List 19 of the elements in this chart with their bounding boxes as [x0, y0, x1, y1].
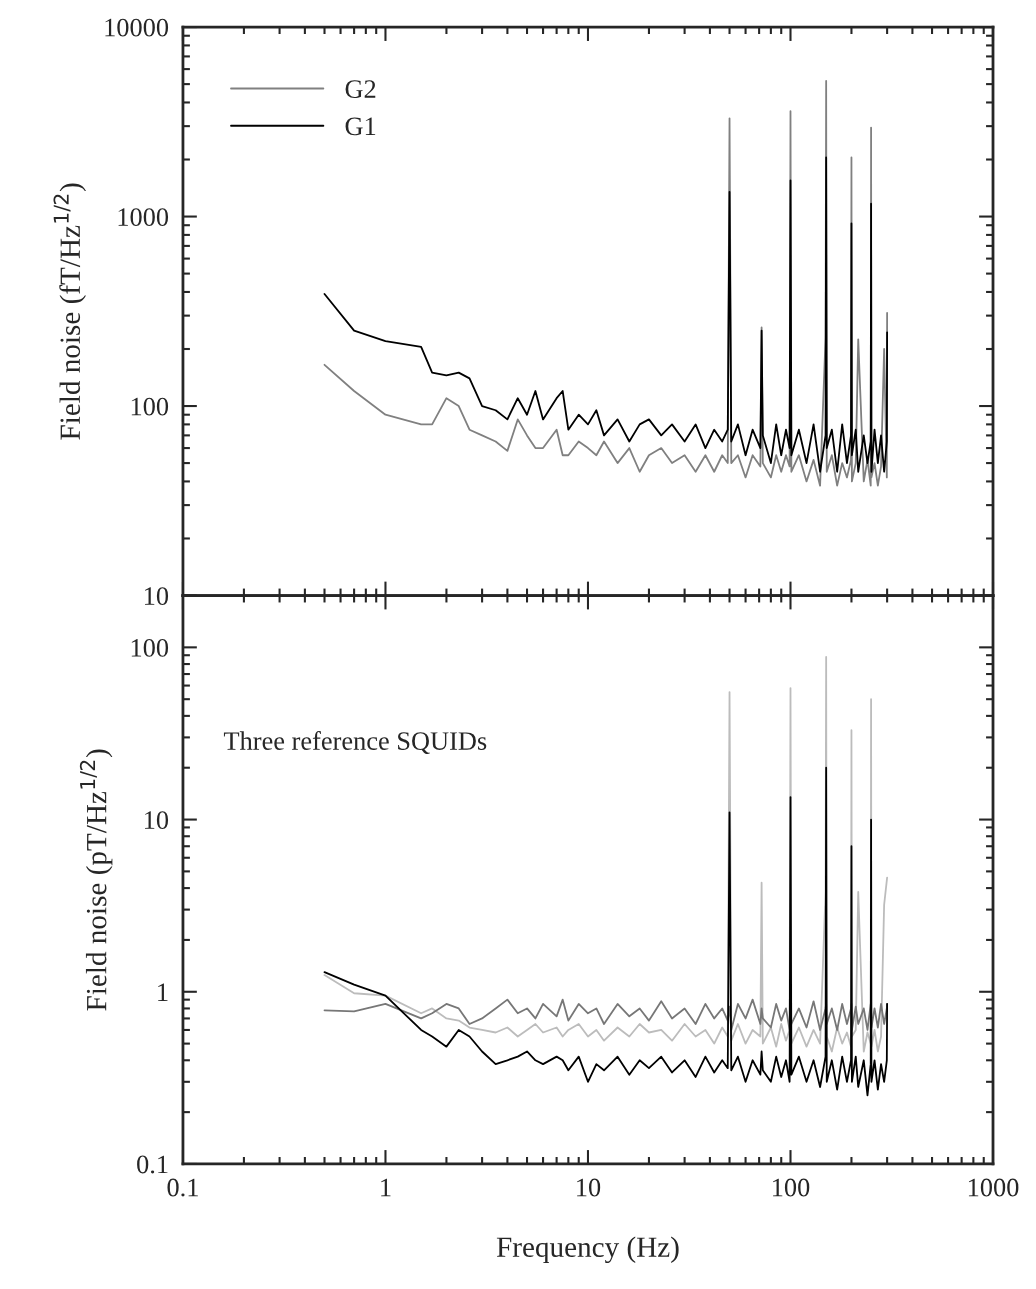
y-tick-label: 10000	[105, 18, 169, 37]
y-tick-label: 1	[158, 983, 168, 1001]
y-tick-label: 100	[131, 397, 169, 416]
annotation: Three reference SQUIDs	[223, 731, 487, 754]
legend-label: G2	[345, 80, 376, 98]
x-tick-label: 1000	[968, 1178, 1019, 1197]
y-axis-title: Field noise (pT/Hz$^{1/2}$)	[79, 749, 113, 1011]
y-tick-label: 100	[131, 638, 169, 657]
x-tick-label: 1	[381, 1178, 391, 1197]
x-tick-label: 0.1	[167, 1178, 198, 1197]
x-tick-label: 100	[773, 1178, 810, 1197]
y-tick-label: 10	[145, 587, 169, 605]
x-axis-title: Frequency (Hz)	[496, 1236, 679, 1264]
y-tick-label: 1000	[118, 208, 169, 226]
y-tick-label: 0.1	[137, 1155, 168, 1174]
y-axis-title: Field noise (fT/Hz$^{1/2}$)	[53, 183, 86, 440]
x-tick-label: 10	[577, 1178, 601, 1197]
legend-label: G1	[345, 117, 376, 136]
y-tick-label: 10	[145, 811, 169, 829]
